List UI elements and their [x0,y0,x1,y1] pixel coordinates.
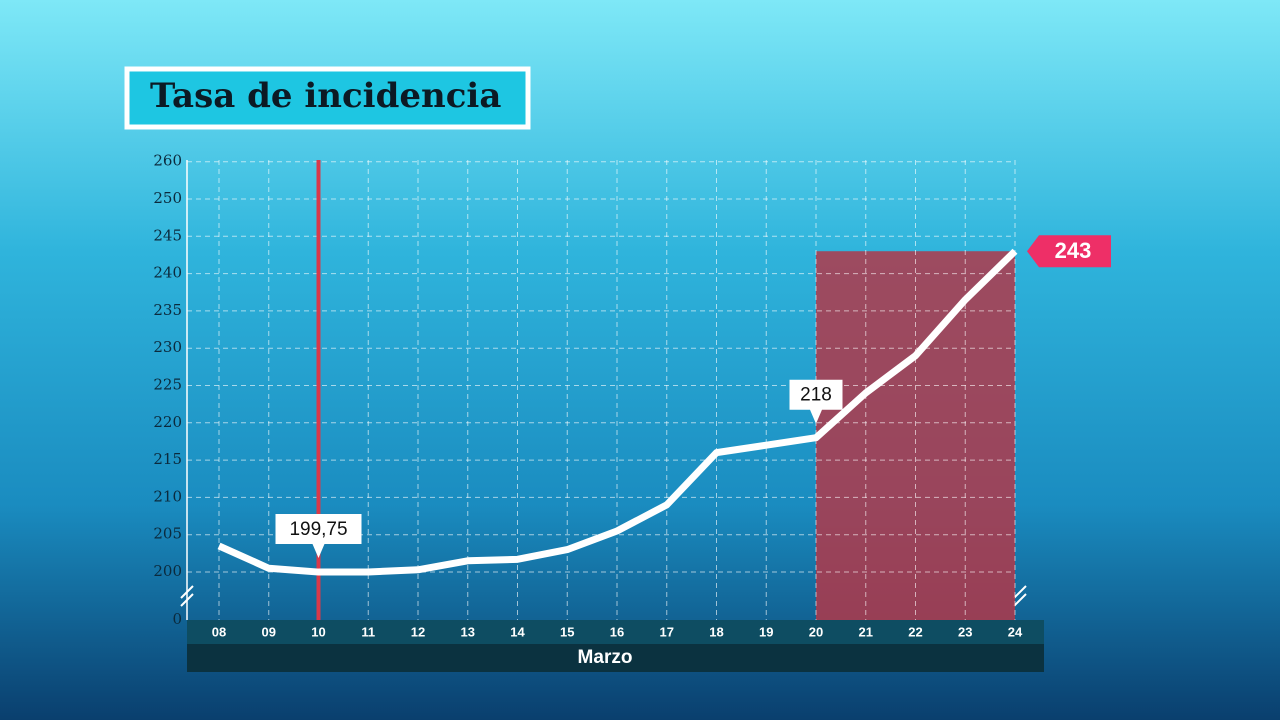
y-tick-label: 0 [172,610,182,628]
y-tick-label: 245 [153,226,182,244]
x-tick-label: 13 [461,624,475,639]
value-label-box [275,514,362,559]
x-tick-label: 09 [262,624,276,639]
value-label-box [1027,235,1111,268]
value-label: 218 [800,385,832,406]
x-tick-label: 16 [610,624,624,639]
y-tick-label: 260 [153,152,182,170]
x-tick-label: 12 [411,624,425,639]
y-tick-label: 235 [153,301,182,319]
y-tick-label: 205 [153,525,182,543]
y-tick-label: 240 [153,264,182,282]
x-tick-label: 17 [660,624,674,639]
title-box [124,66,531,130]
reference-line [316,160,321,620]
data-line [217,248,1018,576]
y-tick-label: 250 [153,189,182,207]
x-tick-label: 14 [510,624,525,639]
x-tick-label: 20 [809,624,823,639]
y-tick-label: 210 [153,487,182,505]
chart-title: Tasa de incidencia [150,76,501,116]
value-label: 199,75 [289,519,347,540]
y-tick-label: 220 [153,413,182,431]
y-tick-label: 215 [153,450,182,468]
x-tick-label: 15 [560,624,574,639]
x-tick-label: 24 [1008,624,1023,639]
x-tick-label: 18 [709,624,723,639]
value-label: 243 [1055,238,1092,263]
y-tick-label: 200 [153,562,182,580]
x-tick-label: 11 [361,624,375,639]
y-tick-label: 230 [153,338,182,356]
x-tick-label: 21 [859,624,873,639]
x-tick-label: 22 [908,624,922,639]
y-tick-label: 225 [153,376,182,394]
axis-break [180,585,1027,607]
x-axis-label: Marzo [578,647,633,668]
x-tick-label: 10 [311,624,325,639]
value-label-box [789,379,843,424]
x-axis-band [187,620,1044,644]
x-tick-label: 08 [212,624,226,639]
x-tick-label: 23 [958,624,972,639]
x-tick-label: 19 [759,624,773,639]
x-label-band [187,644,1044,672]
